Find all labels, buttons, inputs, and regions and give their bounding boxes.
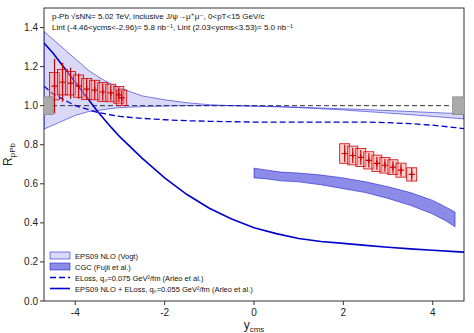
x-tick bbox=[432, 301, 433, 305]
data-point bbox=[76, 83, 82, 89]
data-point bbox=[374, 160, 380, 166]
band bbox=[44, 31, 464, 129]
y-tick bbox=[40, 105, 44, 106]
x-tick-label: 4 bbox=[430, 307, 436, 318]
y-tick bbox=[40, 183, 44, 184]
x-tick bbox=[343, 301, 344, 305]
legend-swatch bbox=[50, 252, 70, 259]
annotation: Lint (-4.46<ycms<-2.96)= 5.8 nb⁻¹, Lint … bbox=[52, 23, 293, 32]
y-tick-label: 0.4 bbox=[24, 217, 38, 228]
syst-box bbox=[407, 168, 417, 181]
data-point bbox=[382, 162, 388, 168]
y-tick bbox=[40, 27, 44, 28]
global-syst-box bbox=[44, 97, 53, 115]
data-point bbox=[390, 164, 396, 170]
y-tick-label: 0.2 bbox=[24, 256, 38, 267]
y-tick bbox=[40, 301, 44, 302]
global-syst-box bbox=[453, 97, 464, 115]
legend-swatch bbox=[50, 277, 70, 278]
data-point bbox=[409, 171, 415, 177]
y-tick-label: 0.0 bbox=[24, 296, 38, 307]
y-tick bbox=[40, 222, 44, 223]
syst-box bbox=[114, 87, 124, 104]
chart-svg: 0.00.20.40.60.81.01.21.4-4-2024ycmsRpPbp… bbox=[0, 0, 474, 333]
legend: EPS09 NLO (Vogt) CGC (Fujii et al.) ELoss,… bbox=[50, 252, 253, 294]
plot-area bbox=[44, 31, 464, 252]
legend-label: CGC (Fujii et al.) bbox=[75, 263, 131, 272]
y-tick-label: 0.8 bbox=[24, 139, 38, 150]
data-point bbox=[60, 79, 66, 85]
y-tick-label: 1.2 bbox=[24, 61, 38, 72]
syst-box bbox=[117, 90, 127, 106]
band bbox=[254, 168, 455, 227]
y-tick bbox=[40, 261, 44, 262]
x-tick-label: 2 bbox=[341, 307, 347, 318]
x-tick bbox=[164, 301, 165, 305]
label-sub: pPb bbox=[8, 142, 17, 157]
y-tick-label: 1.4 bbox=[24, 22, 38, 33]
x-tick-label: -4 bbox=[71, 307, 80, 318]
x-tick-label: -2 bbox=[160, 307, 169, 318]
plot-frame bbox=[44, 8, 464, 301]
legend-label: EPS09 NLO (Vogt) bbox=[75, 252, 138, 261]
data-point bbox=[350, 152, 356, 158]
y-tick bbox=[40, 144, 44, 145]
label-main: R bbox=[1, 157, 15, 166]
line bbox=[44, 43, 464, 252]
label-sub: cms bbox=[250, 325, 265, 333]
data-point bbox=[342, 151, 348, 157]
syst-box bbox=[396, 163, 406, 177]
x-tick bbox=[254, 301, 255, 305]
data-point bbox=[398, 167, 404, 173]
x-tick bbox=[75, 301, 76, 305]
y-axis-label: RpPb bbox=[1, 142, 17, 165]
data-point bbox=[92, 87, 98, 93]
y-tick-label: 1.0 bbox=[24, 100, 38, 111]
data-point bbox=[116, 92, 122, 98]
x-tick-label: 0 bbox=[251, 307, 257, 318]
data-point bbox=[108, 90, 114, 96]
y-tick bbox=[40, 66, 44, 67]
annotation: p-Pb √sNN= 5.02 TeV, inclusive J/ψ→μ⁺μ⁻,… bbox=[52, 12, 265, 21]
data-point bbox=[100, 89, 106, 95]
legend-label: EPS09 NLO + ELoss, q₀=0.055 GeV²/fm (Arl… bbox=[75, 285, 253, 294]
legend-swatch bbox=[50, 288, 70, 290]
data-point bbox=[119, 95, 125, 101]
x-axis-label: ycms bbox=[244, 318, 265, 333]
data-point bbox=[358, 154, 364, 160]
data-point bbox=[68, 80, 74, 86]
legend-label: ELoss, q₀=0.075 GeV²/fm (Arleo et al.) bbox=[75, 274, 204, 283]
data-point bbox=[366, 157, 372, 163]
data-point bbox=[84, 86, 90, 92]
y-tick-label: 0.6 bbox=[24, 178, 38, 189]
data-point bbox=[52, 83, 58, 89]
legend-swatch bbox=[50, 263, 70, 270]
